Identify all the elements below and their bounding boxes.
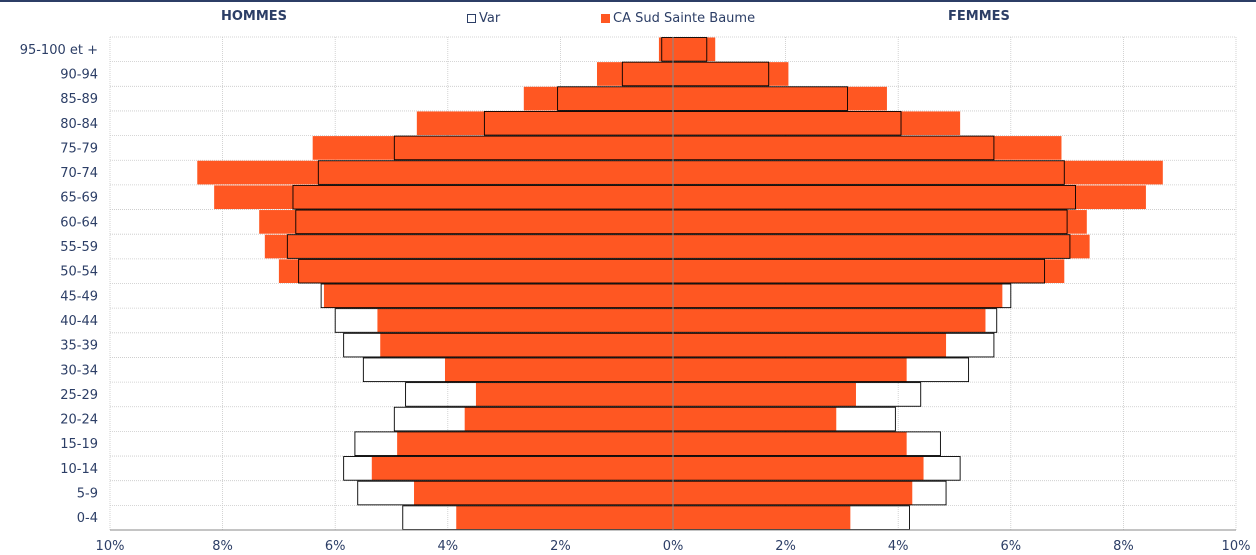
y-tick-label: 0-4 bbox=[77, 511, 98, 526]
y-tick-label: 50-54 bbox=[60, 265, 98, 280]
x-tick-label: 4% bbox=[888, 539, 909, 554]
x-tick-label: 10% bbox=[96, 539, 125, 554]
x-tick-label: 8% bbox=[212, 539, 233, 554]
x-tick-label: 2% bbox=[775, 539, 796, 554]
bar-ca-femmes bbox=[673, 37, 716, 62]
bar-ca-hommes bbox=[371, 456, 673, 481]
bar-ca-femmes bbox=[673, 481, 913, 505]
bar-ca-femmes bbox=[673, 308, 986, 333]
bar-ca-femmes bbox=[673, 357, 907, 382]
y-tick-label: 60-64 bbox=[60, 215, 98, 230]
legend-label-var: Var bbox=[479, 11, 501, 26]
bar-ca-femmes bbox=[673, 160, 1163, 185]
y-tick-label: 15-19 bbox=[60, 437, 98, 452]
bar-ca-femmes bbox=[673, 234, 1090, 259]
x-tick-label: 0% bbox=[663, 539, 684, 554]
x-tick-label: 8% bbox=[1113, 539, 1134, 554]
y-tick-label: 90-94 bbox=[60, 67, 98, 82]
hommes-title: HOMMES bbox=[221, 9, 288, 24]
bar-ca-hommes bbox=[456, 505, 673, 530]
x-tick-label: 6% bbox=[1000, 539, 1021, 554]
y-tick-label: 20-24 bbox=[60, 413, 98, 428]
y-tick-label: 95-100 et + bbox=[20, 43, 98, 58]
y-tick-label: 65-69 bbox=[60, 191, 98, 206]
y-tick-label: 55-59 bbox=[60, 240, 98, 255]
bar-ca-femmes bbox=[673, 283, 1003, 308]
bar-ca-femmes bbox=[673, 456, 924, 481]
bar-ca-femmes bbox=[673, 111, 961, 136]
femmes-title: FEMMES bbox=[948, 9, 1010, 24]
legend-label-ca: CA Sud Sainte Baume bbox=[613, 11, 756, 26]
y-tick-label: 35-39 bbox=[60, 339, 98, 354]
legend-item-var: Var bbox=[467, 11, 500, 26]
y-tick-label: 25-29 bbox=[60, 388, 98, 403]
bar-ca-hommes bbox=[596, 62, 673, 86]
y-tick-label: 75-79 bbox=[60, 141, 98, 156]
bar-ca-hommes bbox=[464, 407, 673, 431]
bar-ca-femmes bbox=[673, 333, 947, 357]
bar-ca-femmes bbox=[673, 136, 1062, 160]
legend-item-ca: CA Sud Sainte Baume bbox=[601, 11, 755, 26]
bar-ca-hommes bbox=[523, 86, 673, 111]
y-tick-label: 30-34 bbox=[60, 363, 98, 378]
x-tick-label: 10% bbox=[1222, 539, 1251, 554]
bar-ca-femmes bbox=[673, 431, 907, 456]
x-tick-label: 6% bbox=[325, 539, 346, 554]
legend-swatch-filled bbox=[601, 14, 610, 23]
y-tick-label: 70-74 bbox=[60, 166, 98, 181]
bar-ca-femmes bbox=[673, 259, 1065, 284]
y-tick-label: 5-9 bbox=[77, 487, 98, 502]
bar-ca-femmes bbox=[673, 407, 837, 431]
y-tick-label: 40-44 bbox=[60, 314, 98, 329]
bar-ca-femmes bbox=[673, 62, 789, 86]
y-tick-label: 80-84 bbox=[60, 117, 98, 132]
bar-ca-hommes bbox=[278, 259, 673, 284]
bar-ca-hommes bbox=[416, 111, 673, 136]
bar-ca-femmes bbox=[673, 185, 1146, 210]
bar-ca-hommes bbox=[377, 308, 673, 333]
top-rule bbox=[0, 0, 1256, 2]
y-tick-label: 85-89 bbox=[60, 92, 98, 107]
bar-ca-hommes bbox=[323, 283, 673, 308]
x-tick-label: 2% bbox=[550, 539, 571, 554]
bar-ca-hommes bbox=[658, 37, 673, 62]
bar-ca-femmes bbox=[673, 382, 856, 407]
bar-ca-hommes bbox=[197, 160, 673, 185]
bar-ca-femmes bbox=[673, 86, 887, 111]
bar-ca-hommes bbox=[414, 481, 673, 505]
bar-ca-hommes bbox=[312, 136, 673, 160]
legend-swatch-outline bbox=[467, 14, 476, 23]
bar-ca-hommes bbox=[380, 333, 673, 357]
bar-ca-hommes bbox=[397, 431, 673, 456]
bar-ca-femmes bbox=[673, 505, 851, 530]
x-tick-label: 4% bbox=[437, 539, 458, 554]
bar-ca-hommes bbox=[214, 185, 673, 210]
bar-ca-femmes bbox=[673, 210, 1087, 234]
bar-ca-hommes bbox=[264, 234, 673, 259]
bar-ca-hommes bbox=[444, 357, 673, 382]
bar-ca-hommes bbox=[475, 382, 673, 407]
y-tick-label: 45-49 bbox=[60, 289, 98, 304]
bar-ca-hommes bbox=[259, 210, 673, 234]
y-tick-label: 10-14 bbox=[60, 462, 98, 477]
